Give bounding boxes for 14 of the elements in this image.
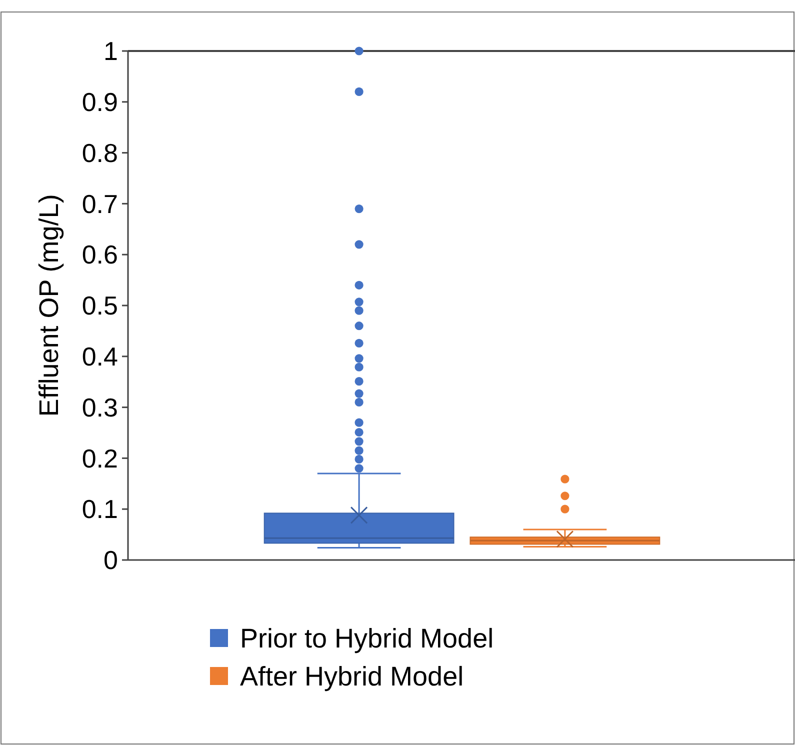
y-tick-label: 0.3	[82, 392, 118, 422]
y-tick-label: 0.8	[82, 138, 118, 168]
y-tick-label: 0.5	[82, 290, 118, 321]
y-tick-label: 0.2	[82, 443, 118, 474]
legend-label: After Hybrid Model	[240, 661, 464, 692]
y-tick-label: 1	[104, 36, 118, 66]
y-tick-label: 0	[104, 545, 118, 576]
y-tick-label: 0.9	[82, 87, 118, 117]
legend-label: Prior to Hybrid Model	[240, 623, 494, 654]
y-tick-label: 0.4	[82, 342, 118, 372]
y-tick-label: 0.6	[82, 240, 118, 270]
y-tick-label: 0.7	[82, 188, 118, 219]
y-tick-label: 0.1	[82, 494, 118, 524]
y-axis-title: Effluent OP (mg/L)	[34, 194, 64, 417]
